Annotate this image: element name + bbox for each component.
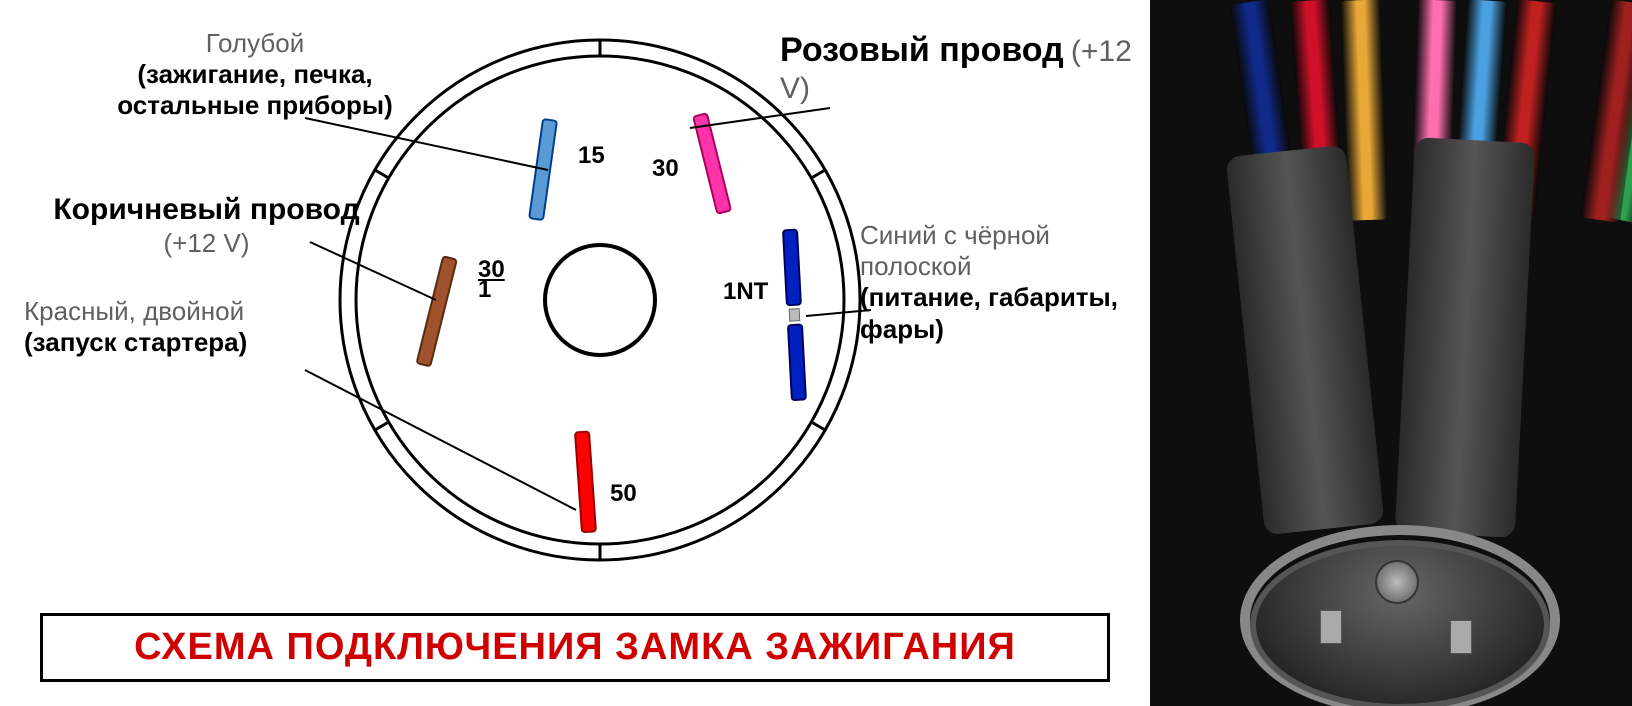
terminal-label-30: 30: [652, 155, 679, 183]
connector-pin: [1320, 610, 1342, 644]
photo-area: [1150, 0, 1632, 706]
terminal-label-50: 50: [610, 480, 637, 508]
terminal-label-15: 15: [578, 142, 605, 170]
terminal-label-30-1: 30 1: [478, 260, 505, 301]
photo-sleeve: [1395, 137, 1536, 538]
connector-bolt: [1375, 560, 1419, 604]
ignition-lock-diagram: [0, 0, 1150, 640]
diagram-title: СХЕМА ПОДКЛЮЧЕНИЯ ЗАМКА ЗАЖИГАНИЯ: [40, 613, 1110, 682]
photo-wire: [1580, 0, 1632, 223]
diagram-area: Голубой (зажигание, печка, остальные при…: [0, 0, 1150, 706]
connector-pin: [1450, 620, 1472, 654]
terminal-label-1nt: 1NT: [723, 278, 768, 306]
